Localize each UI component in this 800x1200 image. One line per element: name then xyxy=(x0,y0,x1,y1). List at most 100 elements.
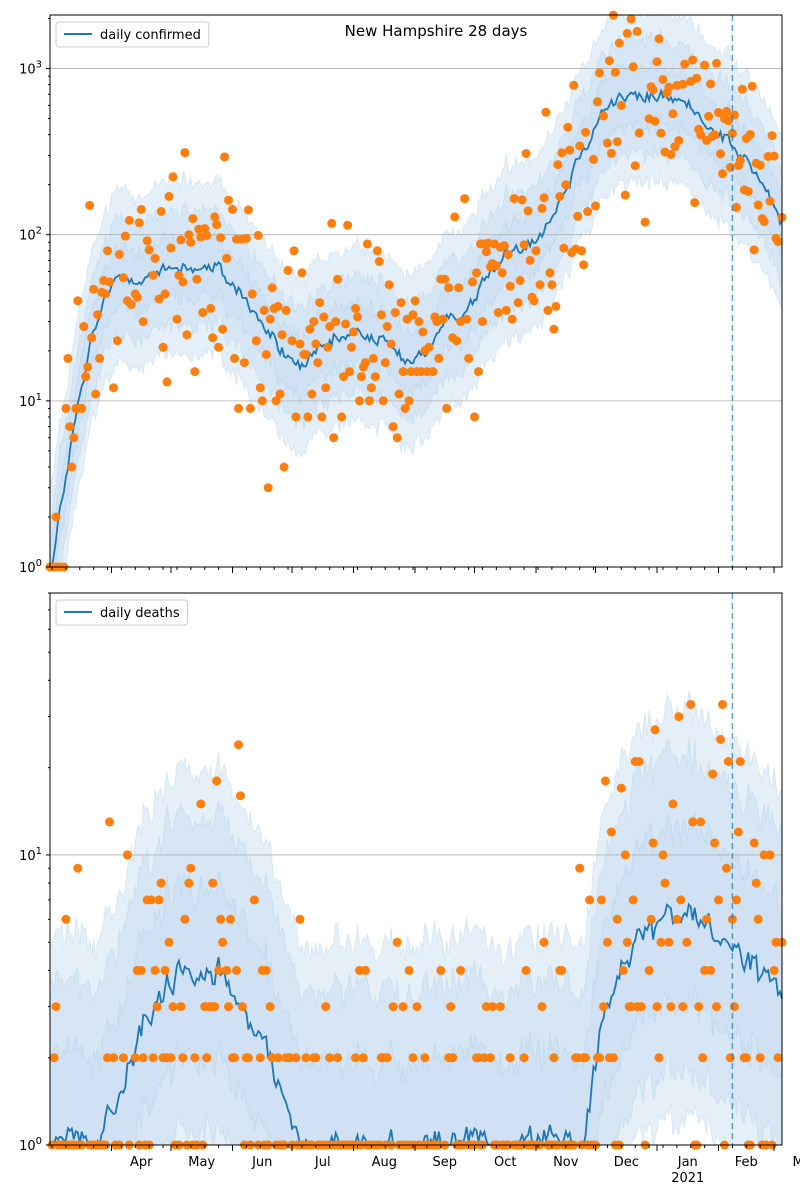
x-tick-label: Apr xyxy=(130,1155,153,1170)
data-point xyxy=(118,273,128,283)
x-year-label: 2021 xyxy=(671,1171,704,1186)
data-point xyxy=(460,194,470,204)
data-point xyxy=(150,965,160,975)
data-point xyxy=(228,204,237,214)
x-tick-label: Nov xyxy=(553,1155,579,1170)
data-point xyxy=(190,1053,200,1063)
legend: daily deaths xyxy=(55,599,189,626)
data-point xyxy=(444,283,454,293)
data-point xyxy=(216,233,226,243)
data-point xyxy=(291,1053,301,1063)
data-point xyxy=(360,965,370,975)
data-point xyxy=(507,314,517,324)
data-point xyxy=(251,336,261,346)
data-point xyxy=(267,283,277,293)
data-point xyxy=(712,58,721,68)
data-point xyxy=(569,80,579,90)
data-point xyxy=(224,1002,233,1012)
data-point xyxy=(735,155,745,165)
data-point xyxy=(636,1002,646,1012)
y-gridlines xyxy=(50,68,782,402)
data-point xyxy=(634,757,644,766)
data-point xyxy=(654,1053,664,1063)
data-point xyxy=(745,130,755,139)
data-point xyxy=(138,317,148,327)
data-point xyxy=(688,55,698,65)
data-point xyxy=(710,838,720,848)
data-point xyxy=(218,937,228,947)
data-point xyxy=(152,1002,162,1012)
data-point xyxy=(692,73,702,83)
data-point xyxy=(122,850,132,860)
data-point xyxy=(595,68,604,78)
data-point xyxy=(501,305,511,315)
data-point xyxy=(706,965,716,975)
y-tick-label: 101 xyxy=(19,392,42,410)
data-point xyxy=(753,200,763,210)
data-point xyxy=(323,342,333,352)
data-point xyxy=(180,914,190,924)
data-point xyxy=(525,255,535,265)
data-point xyxy=(93,310,103,320)
data-point xyxy=(481,247,491,257)
data-point xyxy=(470,412,479,422)
data-point xyxy=(210,212,220,222)
data-point xyxy=(743,187,753,196)
data-point xyxy=(513,298,523,308)
x-axis-ticks: Apr May Jun Jul Aug Sep Oct Nov Dec Jan Feb Mar 2021 xyxy=(51,1145,800,1186)
data-point xyxy=(680,59,690,69)
data-point xyxy=(537,203,547,213)
data-point xyxy=(158,342,168,352)
data-point xyxy=(398,367,408,377)
data-point xyxy=(374,257,384,266)
data-point xyxy=(628,62,638,72)
data-point xyxy=(541,107,551,117)
data-point xyxy=(216,914,226,924)
data-point xyxy=(658,75,668,84)
data-point xyxy=(553,160,563,170)
data-point xyxy=(712,1002,721,1012)
data-point xyxy=(696,130,706,140)
data-point xyxy=(616,100,626,110)
data-point xyxy=(232,965,241,975)
y-tick-label: 101 xyxy=(19,846,42,864)
data-point xyxy=(767,131,777,141)
data-point xyxy=(321,1002,331,1012)
data-point xyxy=(723,757,733,766)
data-point xyxy=(618,965,628,975)
data-point xyxy=(700,60,710,70)
data-point xyxy=(261,965,271,975)
data-point xyxy=(261,350,271,359)
x-tick-label: Jul xyxy=(314,1155,331,1170)
x-tick-label: Oct xyxy=(494,1155,516,1170)
data-point xyxy=(408,1053,418,1063)
data-point xyxy=(390,308,400,317)
data-point xyxy=(597,895,606,905)
data-point xyxy=(529,296,539,306)
data-point xyxy=(674,136,684,145)
data-point xyxy=(428,367,438,377)
data-point xyxy=(608,1053,618,1063)
data-point xyxy=(515,276,525,285)
x-tick-label: Jun xyxy=(251,1155,272,1170)
data-point xyxy=(210,1002,220,1012)
data-point xyxy=(176,1002,186,1012)
data-point xyxy=(581,1053,591,1063)
data-point xyxy=(257,396,267,406)
data-point xyxy=(144,245,154,255)
data-point xyxy=(765,196,775,206)
data-point xyxy=(388,422,398,432)
data-point xyxy=(311,339,321,349)
data-point xyxy=(313,358,323,368)
data-point xyxy=(706,79,716,89)
data-point xyxy=(281,305,291,315)
data-point xyxy=(731,202,741,212)
data-point xyxy=(380,358,390,368)
data-point xyxy=(49,1053,59,1063)
data-point xyxy=(85,200,95,210)
data-point xyxy=(747,81,757,91)
data-point xyxy=(150,253,160,263)
data-point xyxy=(485,1053,495,1063)
data-point xyxy=(378,396,388,406)
data-point xyxy=(591,201,600,211)
